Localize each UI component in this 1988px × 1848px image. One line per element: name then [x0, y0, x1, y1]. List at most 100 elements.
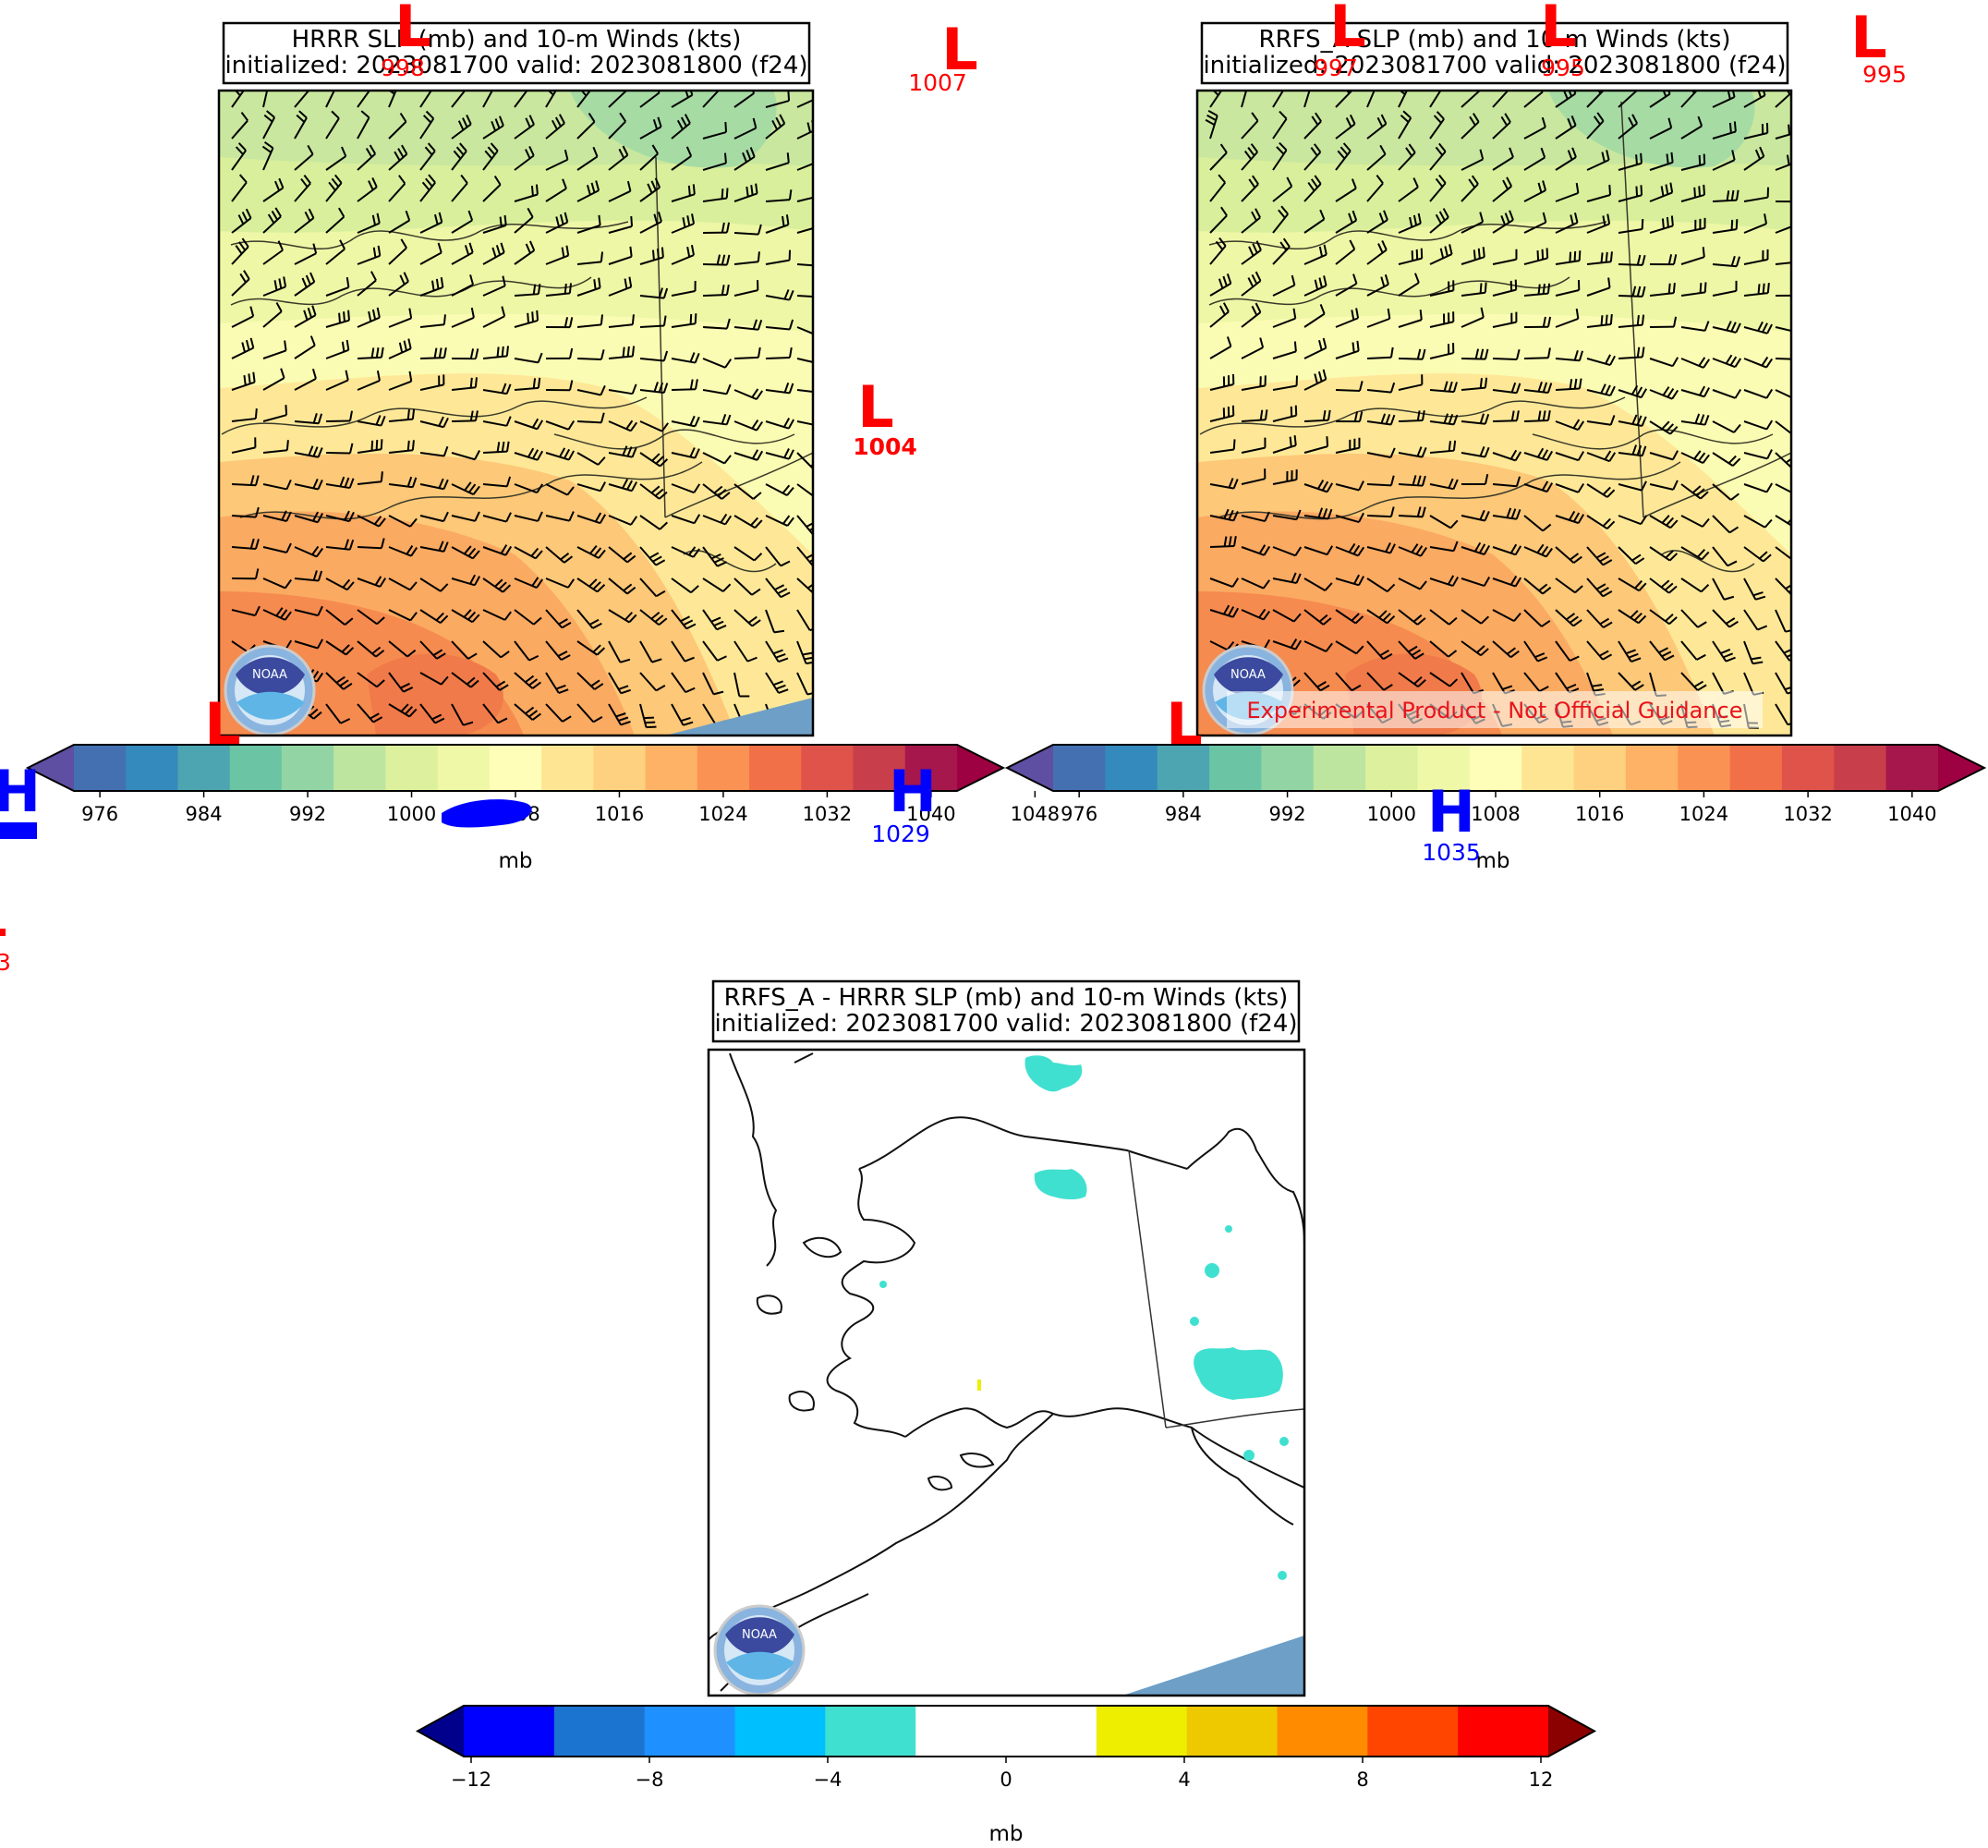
- wind-barb: [1366, 308, 1391, 328]
- wind-barb: [514, 284, 541, 297]
- wind-barb: [608, 346, 636, 359]
- wind-barb: [294, 445, 323, 458]
- wind-barb: [1209, 373, 1235, 391]
- wind-barb: [514, 310, 539, 328]
- hrrr-colorbar: 9769849921000100810161024103210401048: [25, 744, 1060, 825]
- wind-barb: [1586, 415, 1616, 426]
- wind-barb: [1272, 546, 1303, 557]
- wind-barb: [1461, 541, 1491, 556]
- wind-barb: [1680, 385, 1711, 398]
- wind-barb: [357, 703, 383, 723]
- wind-barb: [733, 546, 763, 562]
- wind-barb: [1303, 672, 1330, 692]
- wind-barb: [733, 640, 758, 663]
- wind-barb: [1335, 340, 1360, 359]
- wind-barb: [1586, 213, 1611, 234]
- wind-barb: [482, 416, 512, 427]
- wind-barb: [388, 112, 407, 140]
- rrfs-colorbar-swatch: [1365, 745, 1419, 791]
- wind-barb: [231, 437, 257, 454]
- wind-barb: [1429, 142, 1447, 171]
- wind-barb: [671, 184, 696, 202]
- wind-barb: [231, 568, 260, 580]
- wind-barb: [796, 326, 813, 335]
- wind-barb: [1303, 175, 1322, 202]
- wind-barb: [1586, 184, 1612, 202]
- wind-barb: [357, 213, 381, 234]
- wind-barb: [325, 146, 347, 171]
- difference-colorbar-swatch: [553, 1706, 646, 1757]
- wind-barb: [1335, 574, 1365, 587]
- hrrr-colorbar-swatch: [281, 745, 334, 791]
- wind-barb: [294, 144, 314, 171]
- wind-barb: [294, 638, 324, 650]
- difference-colorbar-tick-label: 4: [1178, 1769, 1190, 1791]
- wind-barb: [702, 122, 728, 140]
- wind-barb: [231, 337, 255, 359]
- difference-colorbar-swatch: [1096, 1706, 1188, 1757]
- wind-barb: [1241, 578, 1270, 590]
- wind-barb: [262, 110, 276, 140]
- hrrr-colorbar-tick-label: 1048: [1011, 803, 1060, 825]
- slp-contour-fill: [367, 653, 503, 736]
- pressure-center: L 1004: [853, 373, 917, 460]
- wind-barb: [1680, 640, 1706, 661]
- wind-barb: [1429, 343, 1455, 359]
- pressure-center-value: 1029: [871, 821, 930, 847]
- wind-barb: [419, 110, 435, 140]
- wind-barb: [325, 339, 350, 359]
- wind-barb: [419, 609, 449, 625]
- wind-barb: [451, 609, 480, 624]
- wind-barb: [1335, 210, 1358, 234]
- wind-barb: [514, 184, 539, 202]
- wind-barb: [1492, 91, 1509, 108]
- noaa-logo-text: NOAA: [1230, 668, 1266, 682]
- wind-barb: [1618, 515, 1648, 526]
- wind-barb: [1272, 509, 1302, 521]
- wind-barb: [545, 609, 572, 629]
- rrfs-colorbar-tick-label: 1000: [1367, 803, 1416, 825]
- wind-barb: [1241, 337, 1265, 359]
- wind-barb: [325, 640, 355, 656]
- rrfs-colorbar-swatch: [1157, 745, 1210, 791]
- wind-barb: [1775, 294, 1791, 297]
- wind-barb: [1649, 316, 1678, 328]
- wind-barb: [608, 112, 627, 140]
- hrrr-colorbar-swatch: [385, 745, 439, 791]
- wind-barb: [419, 276, 444, 297]
- wind-barb: [796, 546, 813, 566]
- wind-barb: [671, 379, 698, 391]
- hrrr-colorbar-swatch: [904, 745, 958, 791]
- pressure-center-symbol: H: [1427, 778, 1475, 845]
- wind-barb: [1523, 382, 1553, 395]
- wind-barb: [1712, 483, 1740, 501]
- wind-barb: [294, 175, 311, 202]
- wind-barb: [1398, 177, 1419, 202]
- difference-colorbar-swatch: [644, 1706, 736, 1757]
- wind-barb: [325, 609, 354, 626]
- wind-barb: [576, 672, 604, 690]
- wind-barb: [576, 180, 600, 202]
- wind-barb: [639, 382, 669, 395]
- wind-barb: [671, 483, 701, 494]
- wind-barb: [388, 238, 407, 265]
- slp-contour-fill: [570, 91, 777, 168]
- difference-title-line1: RRFS_A - HRRR SLP (mb) and 10-m Winds (k…: [724, 984, 1289, 1012]
- wind-barb: [702, 318, 731, 330]
- rrfs-colorbar-tick-label: 1008: [1471, 803, 1520, 825]
- wind-barb: [1649, 386, 1679, 400]
- wind-barb: [1303, 545, 1334, 556]
- wind-barb: [325, 443, 354, 455]
- wind-barb: [639, 546, 666, 566]
- pressure-center: H 1029: [871, 758, 937, 847]
- wind-barb: [1335, 381, 1364, 393]
- wind-barb: [1618, 185, 1643, 202]
- wind-barb: [702, 483, 731, 500]
- difference-colorbar-unit: mb: [988, 1822, 1023, 1846]
- wind-barb: [733, 117, 758, 140]
- wind-barb: [294, 570, 323, 582]
- wind-barb: [1743, 321, 1773, 334]
- wind-barb: [1586, 313, 1613, 328]
- wind-barb: [576, 512, 607, 525]
- wind-barb: [1618, 91, 1638, 108]
